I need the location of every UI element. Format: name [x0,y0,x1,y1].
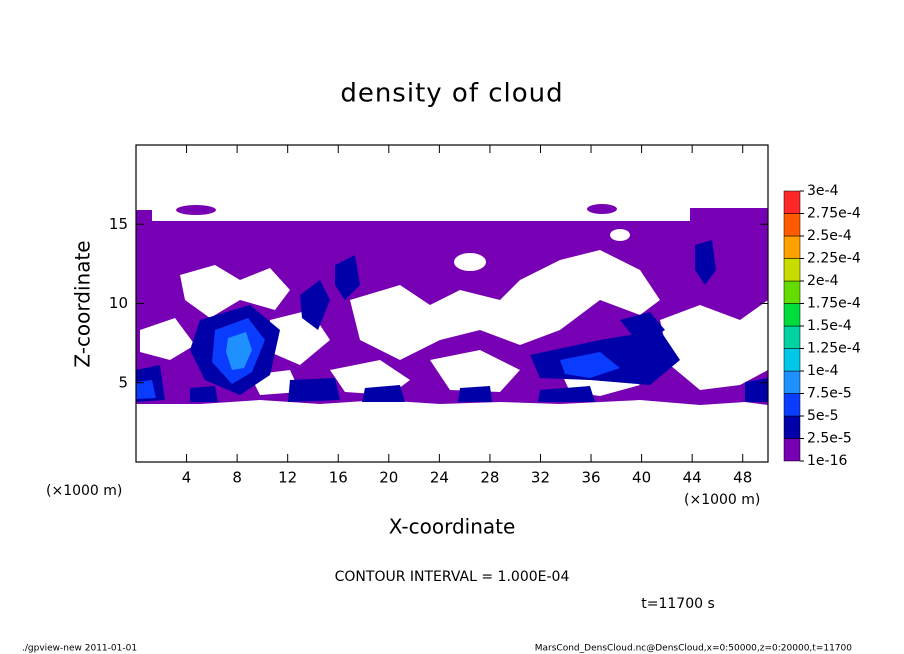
colorbar-label: 2.5e-5 [807,431,852,447]
footer-right: MarsCond_DensCloud.nc@DensCloud,x=0:5000… [535,644,852,654]
cloud-region [745,378,768,402]
contour-field [136,204,768,405]
x-tick-label: 4 [182,469,192,487]
cloud-region [560,352,620,378]
colorbar-box [783,190,801,214]
x-tick-label: 8 [232,469,242,487]
cloud-region [538,386,595,402]
x-tick-label: 36 [581,469,600,487]
colorbar-label: 1.75e-4 [807,296,861,312]
colorbar-label: 2.5e-4 [807,228,852,244]
y-tick-label: 15 [109,215,128,233]
y-tick-label: 10 [109,294,128,312]
colorbar-label: 2.75e-4 [807,206,861,222]
x-tick-label: 28 [480,469,499,487]
x-unit: (×1000 m) [684,492,760,508]
x-tick-label: 24 [430,469,449,487]
colorbar-label: 2.25e-4 [807,251,861,267]
cloud-region [300,280,330,330]
colorbar-box [783,325,801,349]
y-unit: (×1000 m) [46,483,122,499]
colorbar-box [783,213,801,237]
cloud-region [362,385,405,402]
x-axis-label: X-coordinate [389,515,516,539]
contour-interval: CONTOUR INTERVAL = 1.000E-04 [335,569,570,585]
colorbar-label: 7.5e-5 [807,386,852,402]
colorbar-box [783,258,801,282]
cloud-region [226,332,252,370]
colorbar-label: 3e-4 [807,183,839,199]
time-label: t=11700 s [641,596,715,612]
cloud-region [136,380,156,399]
colorbar-box [783,393,801,417]
colorbar-box [783,280,801,304]
footer-left: ./gpview-new 2011-01-01 [22,644,137,654]
cloud-region [190,386,218,402]
cloud-region [176,205,216,215]
cloud-region [695,240,716,285]
x-tick-label: 44 [683,469,702,487]
x-tick-label: 16 [329,469,348,487]
x-tick-label: 48 [733,469,752,487]
x-tick-label: 40 [632,469,651,487]
colorbar-label: 1e-4 [807,363,839,379]
colorbar-box [783,438,801,462]
x-tick-label: 32 [531,469,550,487]
cloud-region [620,312,665,345]
cloud-region [288,378,340,402]
y-axis-label: Z-coordinate [71,240,95,367]
colorbar-box [783,415,801,439]
colorbar-box [783,235,801,259]
colorbar-label: 1.5e-4 [807,318,852,334]
colorbar-box [783,303,801,327]
colorbar-label: 5e-5 [807,408,838,424]
cloud-region [587,204,617,214]
chart-title: density of cloud [340,79,563,109]
colorbar-box [783,370,801,394]
colorbar-label: 2e-4 [807,273,839,289]
x-tick-label: 12 [278,469,297,487]
colorbar-label: 1e-16 [807,453,847,469]
cloud-region [335,255,360,300]
x-tick-label: 20 [379,469,398,487]
colorbar-box [783,348,801,372]
y-tick-label: 5 [118,373,128,391]
cloud-region [458,386,492,402]
colorbar-label: 1.25e-4 [807,341,861,357]
